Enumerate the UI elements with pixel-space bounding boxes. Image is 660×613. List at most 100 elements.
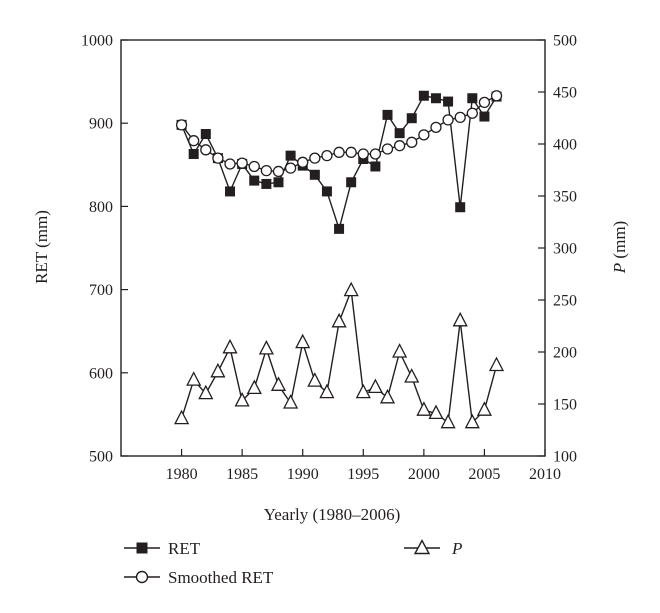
- point-ret: [394, 128, 405, 139]
- right-y-axis-title-unit: (mm): [610, 221, 629, 263]
- point-ret: [418, 90, 429, 101]
- point-smoothed-ret: [224, 158, 236, 170]
- point-p: [174, 409, 190, 425]
- point-smoothed-ret: [381, 143, 394, 155]
- point-smoothed-ret: [188, 135, 200, 147]
- series-p: [174, 281, 505, 429]
- left-y-tick-label: 500: [89, 449, 113, 466]
- point-p: [367, 378, 383, 394]
- point-ret: [273, 177, 284, 188]
- point-smoothed-ret: [200, 144, 212, 156]
- left-y-tick-label: 900: [89, 116, 113, 133]
- point-p: [476, 401, 492, 416]
- point-ret: [249, 175, 260, 186]
- point-smoothed-ret: [297, 156, 309, 168]
- point-smoothed-ret: [260, 164, 273, 177]
- point-smoothed-ret: [454, 111, 466, 124]
- point-p: [428, 404, 444, 420]
- right-y-tick-label: 500: [553, 33, 577, 50]
- left-y-tick-label: 600: [89, 365, 113, 382]
- left-y-tick-label: 1000: [81, 33, 113, 50]
- legend-p-label: P: [451, 539, 462, 558]
- left-y-axis-title: RET (mm): [32, 210, 51, 284]
- point-smoothed-ret: [442, 114, 454, 126]
- point-smoothed-ret: [490, 90, 503, 102]
- right-y-axis-title: P (mm): [610, 221, 629, 274]
- point-smoothed-ret: [284, 162, 297, 174]
- point-p: [464, 413, 480, 429]
- point-p: [222, 338, 238, 354]
- right-y-tick-label: 250: [553, 293, 577, 310]
- x-tick-label: 2000: [408, 466, 440, 483]
- point-ret: [479, 111, 490, 122]
- legend-item-smoothed-ret: Smoothed RET: [124, 568, 274, 587]
- point-smoothed-ret: [248, 160, 260, 173]
- point-ret: [261, 178, 272, 189]
- right-y-tick-label: 150: [553, 397, 577, 414]
- point-ret: [309, 169, 320, 180]
- point-smoothed-ret: [333, 146, 345, 158]
- point-p: [355, 383, 371, 399]
- point-smoothed-ret: [357, 148, 369, 160]
- point-ret: [346, 177, 357, 188]
- x-tick-label: 1980: [166, 466, 198, 483]
- point-smoothed-ret: [212, 152, 224, 164]
- legend: RET Smoothed RET P: [124, 539, 462, 587]
- right-y-tick-label: 350: [553, 189, 577, 206]
- legend-p-marker: [413, 539, 431, 555]
- point-ret: [430, 93, 441, 104]
- point-ret: [285, 150, 296, 161]
- point-ret: [334, 223, 345, 234]
- point-p: [392, 343, 408, 358]
- point-smoothed-ret: [418, 129, 430, 141]
- series-layer: [174, 90, 505, 429]
- legend-smoothed-ret-marker: [135, 570, 149, 584]
- point-ret: [225, 186, 236, 197]
- right-y-tick-label: 300: [553, 241, 577, 258]
- point-p: [331, 312, 347, 328]
- right-y-tick-label: 100: [553, 449, 577, 466]
- legend-ret-label: RET: [168, 539, 201, 558]
- left-y-tick-label: 700: [89, 282, 113, 299]
- left-y-axis-ticks: 500 600 700 800 900 1000: [81, 33, 128, 466]
- point-p: [234, 391, 250, 407]
- point-ret: [321, 186, 332, 197]
- legend-item-ret: RET: [124, 539, 201, 558]
- point-p: [270, 376, 287, 391]
- point-smoothed-ret: [309, 152, 321, 164]
- point-p: [343, 281, 359, 297]
- point-p: [295, 333, 311, 349]
- x-tick-label: 1985: [226, 466, 258, 483]
- point-ret: [382, 109, 393, 120]
- right-y-tick-label: 400: [553, 137, 577, 154]
- right-y-tick-label: 200: [553, 345, 577, 362]
- point-p: [404, 368, 420, 383]
- point-p: [452, 311, 468, 327]
- x-tick-label: 2005: [468, 466, 500, 483]
- point-p: [246, 379, 262, 395]
- point-p: [319, 383, 335, 399]
- point-ret: [467, 93, 478, 104]
- right-y-tick-label: 450: [553, 85, 577, 102]
- point-p: [198, 384, 214, 400]
- point-p: [210, 362, 226, 378]
- point-p: [283, 394, 299, 409]
- right-y-axis-title-variable: P: [610, 263, 629, 274]
- x-tick-label: 2010: [529, 466, 561, 483]
- point-ret: [455, 202, 466, 213]
- point-smoothed-ret: [393, 140, 406, 152]
- point-ret: [443, 96, 454, 107]
- legend-smoothed-ret-label: Smoothed RET: [168, 568, 274, 587]
- point-p: [416, 401, 432, 416]
- point-smoothed-ret: [321, 149, 333, 162]
- point-ret: [406, 113, 417, 124]
- series-smoothed-ret: [175, 90, 503, 178]
- point-p: [186, 371, 202, 386]
- right-y-axis-ticks: 100 150 200 250 300 350 400 450 500: [538, 33, 577, 466]
- point-smoothed-ret: [406, 136, 418, 148]
- point-ret: [370, 161, 381, 172]
- x-tick-label: 1995: [347, 466, 379, 483]
- point-smoothed-ret: [175, 119, 188, 131]
- point-p: [440, 413, 456, 429]
- point-ret: [200, 129, 211, 140]
